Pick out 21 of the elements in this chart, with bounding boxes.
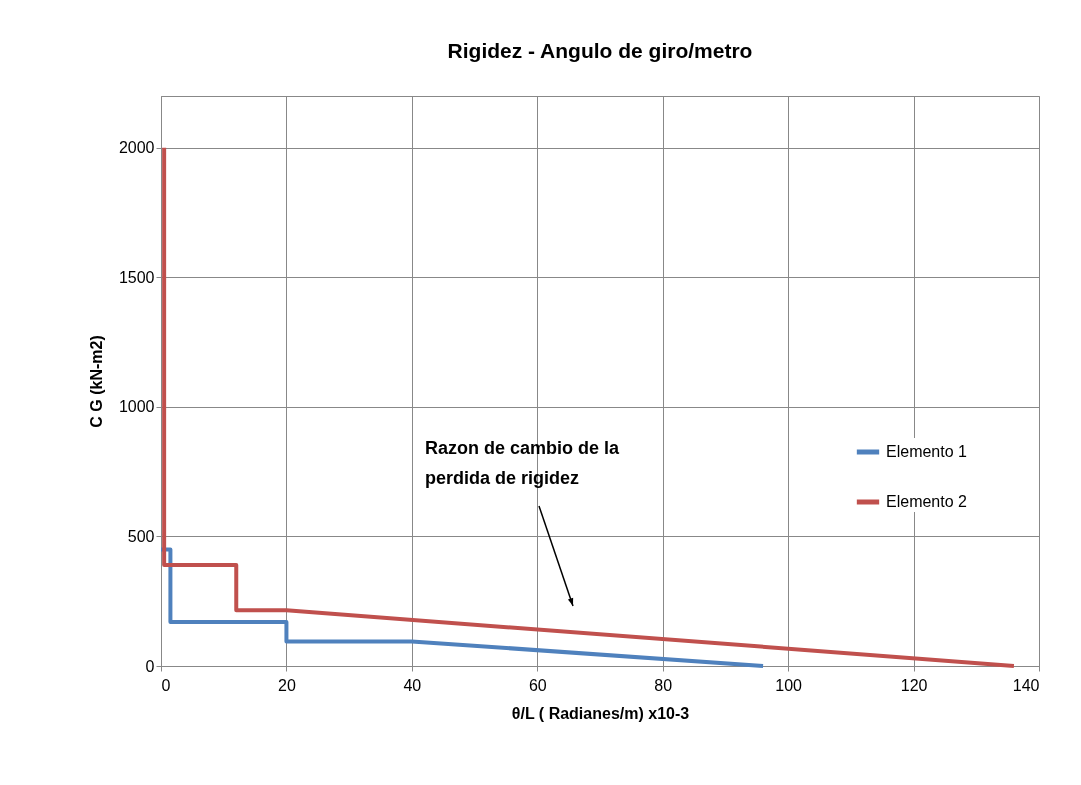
x-axis-title: θ/L ( Radianes/m) x10-3 (511, 704, 690, 722)
y-tick-label: 1500 (118, 268, 155, 286)
y-tick-label: 500 (127, 527, 155, 545)
legend-label: Elemento 1 (886, 443, 968, 460)
x-tick-label: 120 (900, 676, 928, 694)
y-axis-title: C G (kN-m2) (87, 335, 105, 428)
annotation: Razon de cambio de la perdida de rigidez (425, 438, 621, 488)
x-tick-label: 80 (654, 676, 673, 694)
y-tick-label: 1000 (118, 398, 155, 416)
line-series (162, 145, 1016, 668)
x-tick-label: 20 (278, 676, 296, 694)
x-tick-label: 0 (161, 676, 171, 694)
x-tick-label: 40 (403, 676, 422, 694)
legend-label: Elemento 2 (886, 493, 968, 510)
x-tick-label: 140 (1012, 676, 1040, 694)
chart-title: Rigidez - Angulo de giro/metro (447, 39, 753, 62)
line-series (159, 547, 766, 668)
x-tick-label: 100 (775, 676, 803, 694)
x-tick-label: 60 (528, 676, 547, 694)
y-tick-label: 2000 (118, 139, 155, 157)
y-tick-label: 0 (145, 657, 155, 675)
